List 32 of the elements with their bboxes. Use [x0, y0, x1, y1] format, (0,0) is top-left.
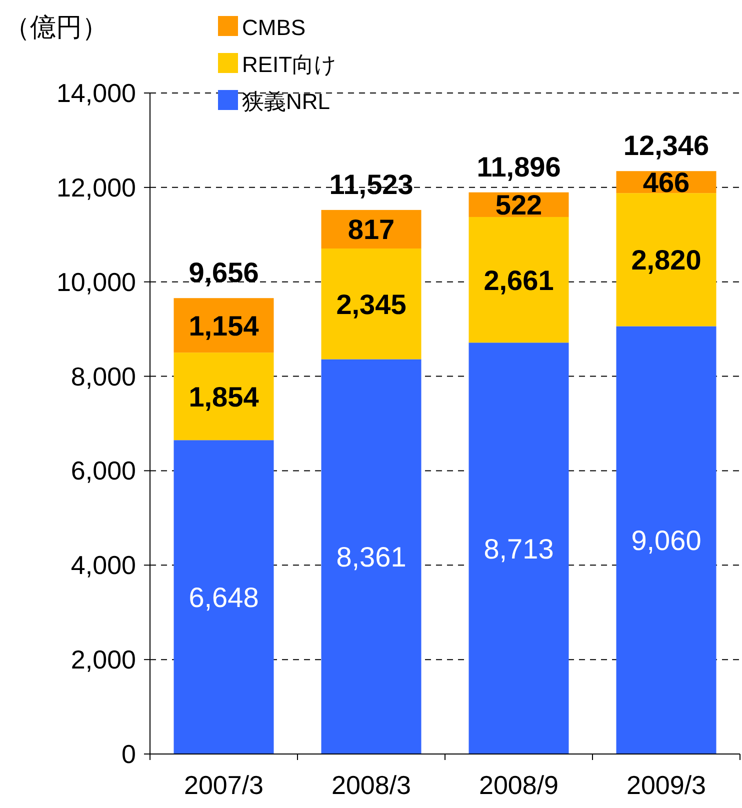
legend-label: REIT向け — [242, 52, 338, 77]
legend-label: CMBS — [242, 15, 306, 40]
y-tick-label: 6,000 — [70, 456, 136, 486]
y-axis-title: （億円） — [4, 12, 108, 42]
y-tick-label: 2,000 — [70, 644, 136, 675]
y-tick-label: 8,000 — [70, 361, 136, 392]
total-label: 9,656 — [188, 257, 259, 288]
x-tick-label: 2009/3 — [626, 770, 706, 800]
y-tick-label: 12,000 — [56, 172, 136, 202]
data-label: 522 — [495, 190, 542, 221]
data-label: 1,154 — [188, 310, 260, 342]
data-label: 2,345 — [336, 288, 406, 320]
y-tick-label: 10,000 — [56, 266, 136, 297]
data-label: 6,648 — [188, 582, 259, 614]
legend-label: 狭義NRL — [242, 89, 330, 114]
data-label: 466 — [642, 167, 690, 198]
x-tick-label: 2007/3 — [184, 770, 264, 800]
data-label: 817 — [348, 214, 395, 246]
x-tick-label: 2008/3 — [331, 770, 412, 800]
data-label: 8,713 — [484, 533, 554, 564]
data-label: 9,060 — [631, 525, 702, 556]
y-tick-label: 0 — [122, 739, 136, 769]
total-label: 12,346 — [623, 130, 710, 162]
total-label: 11,896 — [476, 151, 561, 182]
data-label: 2,820 — [631, 244, 702, 276]
data-label: 1,854 — [188, 381, 260, 412]
y-tick-label: 14,000 — [56, 78, 136, 108]
data-label: 8,361 — [336, 542, 406, 573]
y-tick-label: 4,000 — [70, 550, 136, 580]
x-tick-label: 2008/9 — [478, 770, 559, 800]
total-label: 11,523 — [329, 168, 414, 200]
data-label: 2,661 — [484, 264, 554, 296]
